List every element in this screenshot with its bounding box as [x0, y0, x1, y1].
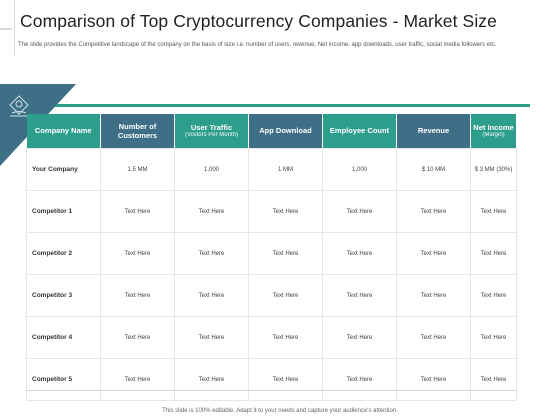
slide-title: Comparison of Top Cryptocurrency Compani… [20, 11, 497, 31]
bottom-rule [26, 390, 516, 391]
table-cell: Text Here [248, 316, 323, 359]
table-cell: Text Here [100, 232, 175, 275]
table-row: Competitor 1 Text Here Text Here Text Here T… [26, 190, 517, 233]
column-header-label: Net Income [473, 122, 514, 132]
table-cell: Text Here [100, 274, 175, 317]
accent-bar [30, 104, 530, 107]
table-cell: Text Here [470, 274, 517, 317]
table-cell: $ 10 MM [396, 148, 471, 191]
column-header-label: User Traffic [190, 122, 233, 132]
table-cell: Text Here [248, 358, 323, 401]
table-cell: Text Here [248, 232, 323, 275]
column-header-label: Employee Count [329, 126, 390, 136]
table-cell: $ 3 MM (30%) [470, 148, 517, 191]
footer-note: This slide is 100% editable. Adapt it to… [162, 408, 398, 414]
table-row: Your Company 1.5 MM 1,000 1 MM 1,000 $ 10 MM $… [26, 148, 517, 191]
table-cell: Text Here [248, 274, 323, 317]
table-cell: Text Here [174, 358, 249, 401]
column-header-label: Company Name [34, 126, 92, 136]
slide-subtitle: The slide provides the Competitive lands… [18, 42, 497, 48]
column-header-label: App Download [259, 126, 312, 136]
table-row: Competitor 4 Text Here Text Here Text Here T… [26, 316, 517, 359]
table-cell: Text Here [470, 358, 517, 401]
table-cell: 1 MM [248, 148, 323, 191]
column-header-label: Number of Customers [117, 121, 158, 140]
table-cell: Text Here [396, 358, 471, 401]
table-cell: Text Here [174, 232, 249, 275]
table-cell: Text Here [396, 232, 471, 275]
hand-coin-icon [9, 95, 29, 117]
column-header: User Traffic (Visitors Per Month) [174, 114, 249, 149]
left-decor-line [14, 0, 15, 56]
column-header-label: Revenue [417, 126, 450, 136]
row-label-cell: Competitor 1 [26, 190, 101, 233]
table-cell: 1,000 [174, 148, 249, 191]
row-label-cell: Competitor 4 [26, 316, 101, 359]
table-cell: Text Here [322, 316, 397, 359]
row-label-cell: Competitor 3 [26, 274, 101, 317]
table-cell: Text Here [174, 190, 249, 233]
table-cell: Text Here [396, 316, 471, 359]
column-header: Number of Customers [100, 114, 175, 149]
column-header: Employee Count [322, 114, 397, 149]
table-cell: Text Here [100, 316, 175, 359]
table-row: Competitor 3 Text Here Text Here Text Here T… [26, 274, 517, 317]
table-cell: Text Here [396, 190, 471, 233]
row-label-cell: Your Company [26, 148, 101, 191]
column-header-sublabel: (Visitors Per Month) [185, 131, 238, 138]
table-cell: Text Here [322, 274, 397, 317]
table-body: Your Company 1.5 MM 1,000 1 MM 1,000 $ 10 MM $… [26, 148, 517, 401]
table-cell: Text Here [322, 232, 397, 275]
column-header-sublabel: (Margin) [482, 131, 505, 138]
column-header: Revenue [396, 114, 471, 149]
table-cell: Text Here [100, 358, 175, 401]
comparison-table: Company Name Number of Customers User Traf… [26, 114, 517, 401]
table-cell: Text Here [470, 190, 517, 233]
row-label-cell: Competitor 5 [26, 358, 101, 401]
column-header: Net Income (Margin) [470, 114, 517, 149]
table-cell: Text Here [322, 358, 397, 401]
table-row: Competitor 5 Text Here Text Here Text Here T… [26, 358, 517, 401]
table-cell: Text Here [174, 316, 249, 359]
top-decor-line [0, 28, 12, 30]
table-cell: 1,000 [322, 148, 397, 191]
header-row: Company Name Number of Customers User Traf… [26, 114, 517, 149]
table-cell: Text Here [396, 274, 471, 317]
table-cell: Text Here [470, 316, 517, 359]
table-cell: 1.5 MM [100, 148, 175, 191]
table-cell: Text Here [248, 190, 323, 233]
row-label-cell: Competitor 2 [26, 232, 101, 275]
table-row: Competitor 2 Text Here Text Here Text Here T… [26, 232, 517, 275]
column-header: App Download [248, 114, 323, 149]
table-cell: Text Here [100, 190, 175, 233]
column-header: Company Name [26, 114, 101, 149]
table-cell: Text Here [174, 274, 249, 317]
table-cell: Text Here [322, 190, 397, 233]
table-cell: Text Here [470, 232, 517, 275]
